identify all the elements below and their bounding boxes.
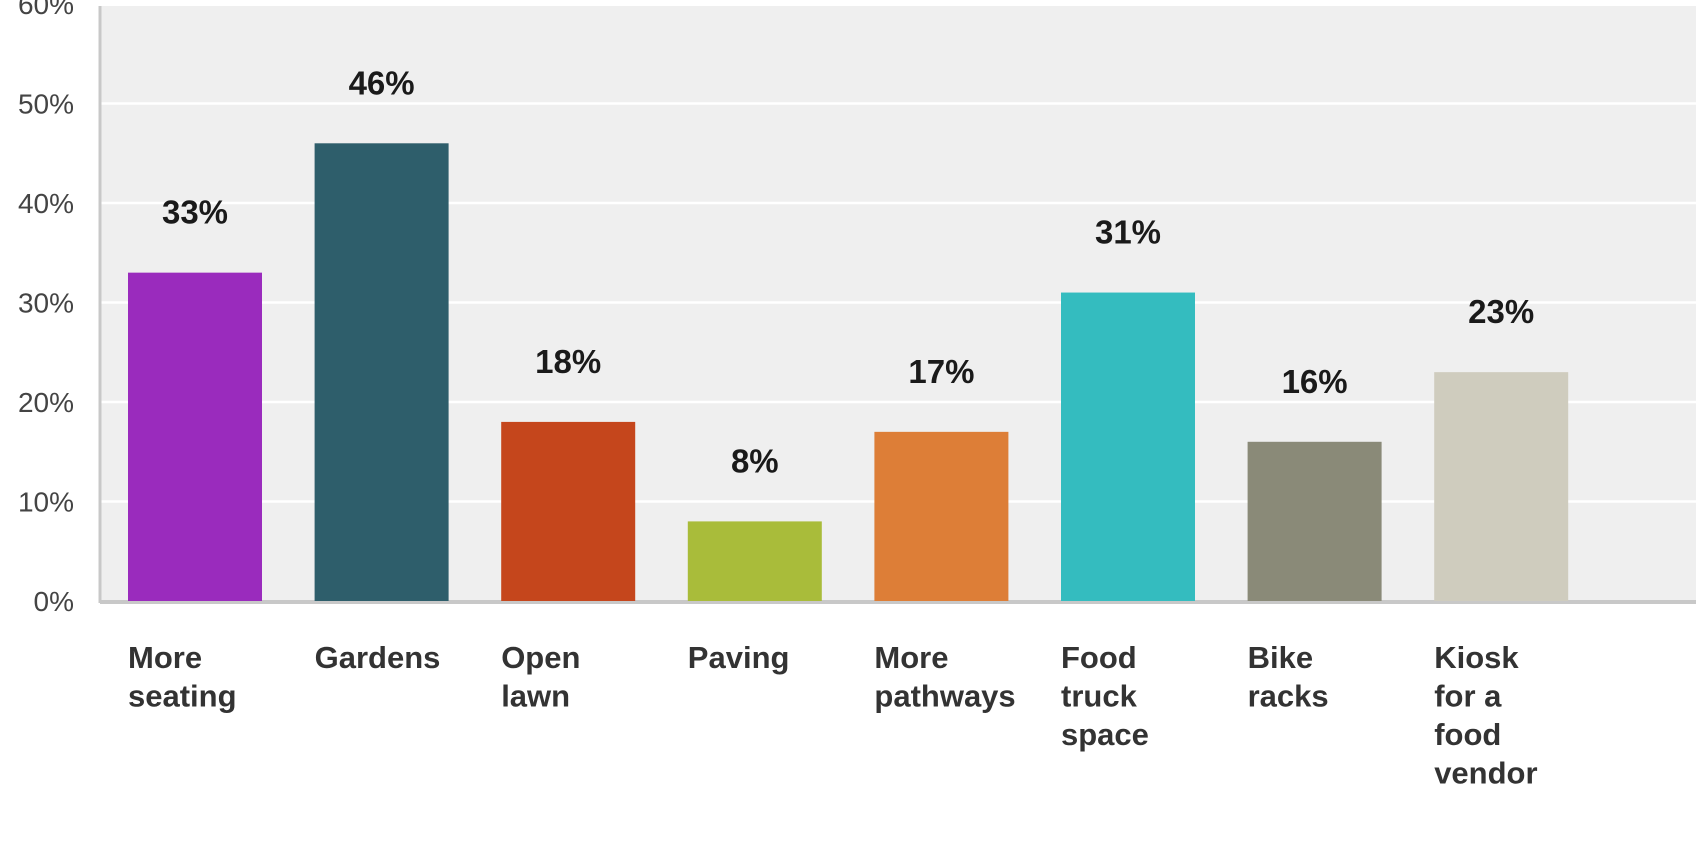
- x-tick-label-line: Gardens: [315, 640, 441, 675]
- x-tick-label: Kiosk for a food vendor: [1434, 640, 1537, 791]
- data-label: 33%: [162, 194, 228, 231]
- axes: [98, 6, 1696, 604]
- y-tick-label: 30%: [18, 288, 74, 319]
- x-tick-label: Open lawn: [501, 640, 580, 714]
- x-tick-label: Paving: [688, 640, 790, 675]
- x-tick-label: Gardens: [315, 640, 441, 675]
- bar: [874, 431, 1009, 601]
- data-label: 17%: [908, 353, 974, 390]
- x-tick-label-line: space: [1061, 717, 1149, 752]
- y-tick-label: 40%: [18, 188, 74, 219]
- data-label: 18%: [535, 343, 601, 380]
- y-tick-label: 60%: [18, 0, 74, 20]
- x-tick-label-line: lawn: [501, 679, 570, 714]
- data-label: 46%: [349, 64, 415, 101]
- y-tick-label: 50%: [18, 89, 74, 120]
- data-label: 8%: [731, 442, 779, 479]
- x-axis-labels: More seating Gardens Open lawn Paving More path…: [128, 640, 1538, 791]
- data-label: 31%: [1095, 214, 1161, 251]
- x-tick-label: Bike racks: [1248, 640, 1329, 714]
- bar: [1434, 372, 1569, 601]
- x-tick-label-line: Open: [501, 640, 580, 675]
- x-tick-label-line: Kiosk: [1434, 640, 1519, 675]
- data-labels: 33% 46% 18% 8% 17% 31% 16% 23%: [162, 64, 1534, 479]
- bar: [501, 421, 636, 601]
- bar: [1061, 292, 1195, 601]
- bar: [1247, 441, 1382, 601]
- bar: [687, 521, 822, 601]
- x-tick-label-line: truck: [1061, 679, 1138, 714]
- x-tick-label-line: food: [1434, 717, 1501, 752]
- bars: [128, 143, 1569, 602]
- x-tick-label: More seating: [128, 640, 237, 714]
- x-tick-label-line: seating: [128, 679, 237, 714]
- x-tick-label-line: Paving: [688, 640, 790, 675]
- y-tick-label: 20%: [18, 387, 74, 418]
- x-tick-label-line: racks: [1248, 679, 1329, 714]
- x-tick-label-line: More: [128, 640, 202, 675]
- x-tick-label-line: for a: [1434, 679, 1502, 714]
- x-tick-label: More pathways: [874, 640, 1015, 714]
- data-label: 23%: [1468, 293, 1534, 330]
- x-tick-label-line: Food: [1061, 640, 1137, 675]
- data-label: 16%: [1282, 363, 1348, 400]
- y-tick-label: 10%: [18, 487, 74, 518]
- x-tick-label: Food truck space: [1061, 640, 1149, 752]
- bar: [128, 272, 262, 601]
- x-tick-label-line: pathways: [874, 679, 1015, 714]
- y-axis-ticks: 0% 10% 20% 30% 40% 50% 60%: [18, 0, 74, 617]
- x-tick-label-line: More: [874, 640, 948, 675]
- y-tick-label: 0%: [34, 586, 74, 617]
- x-tick-label-line: Bike: [1248, 640, 1313, 675]
- x-tick-label-line: vendor: [1434, 756, 1537, 791]
- bar: [314, 143, 449, 602]
